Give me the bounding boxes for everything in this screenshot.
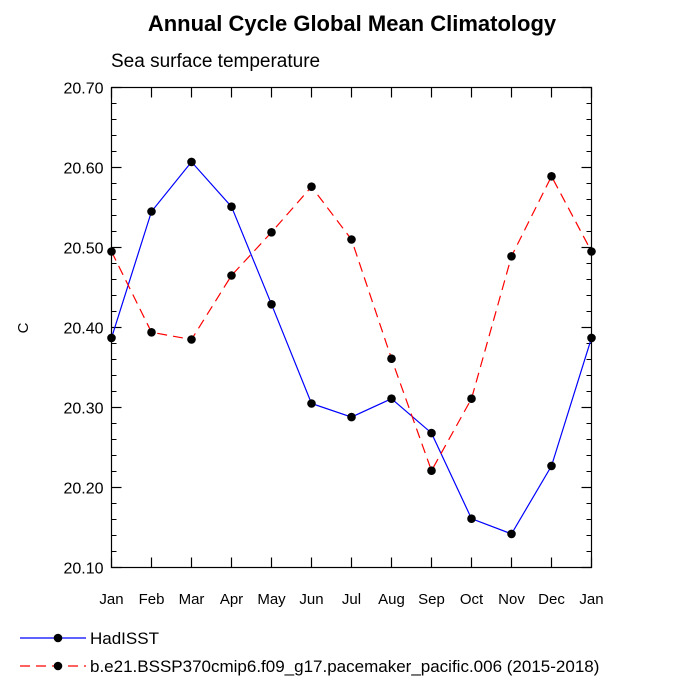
x-tick-label: Nov <box>498 591 525 608</box>
x-tick-label: Sep <box>418 591 445 608</box>
y-tick-label: 20.30 <box>63 401 103 418</box>
x-tick-label: Jul <box>342 591 361 608</box>
chart-subtitle: Sea surface temperature <box>111 51 320 72</box>
series-0-point <box>507 529 516 539</box>
series-1-point <box>387 354 396 364</box>
legend-label-1: b.e21.BSSP370cmip6.f09_g17.pacemaker_pac… <box>90 657 599 676</box>
x-tick-label: Jun <box>299 591 323 608</box>
series-1-point <box>267 228 276 237</box>
legend-marker-0 <box>53 633 63 643</box>
y-tick-label: 20.40 <box>63 321 103 338</box>
x-tick-label: Oct <box>460 591 484 608</box>
x-tick-label: Jan <box>99 591 123 608</box>
series-0-point <box>187 157 196 167</box>
x-tick-label: Feb <box>139 591 165 608</box>
series-0-point <box>427 428 436 438</box>
x-tick-label: Mar <box>179 591 205 608</box>
series-1-point <box>347 235 356 244</box>
x-tick-label: Jan <box>579 591 603 608</box>
series-0-point <box>267 300 276 309</box>
series-1-point <box>547 172 556 181</box>
series-1-point <box>427 466 436 476</box>
series-0-point <box>347 412 356 422</box>
legend-label-0: HadISST <box>90 629 159 648</box>
series-0-point <box>547 461 556 471</box>
x-tick-label: Dec <box>538 591 565 608</box>
y-tick-label: 20.20 <box>63 481 103 498</box>
series-line-0 <box>110 160 593 535</box>
y-tick-label: 20.50 <box>63 241 103 258</box>
series-1-point <box>307 182 316 191</box>
series-1-point <box>467 394 476 404</box>
y-tick-label: 20.60 <box>63 161 103 178</box>
series-0-point <box>387 394 396 404</box>
y-axis-label: C <box>15 322 32 333</box>
x-tick-label: Aug <box>378 591 405 608</box>
y-tick-label: 20.70 <box>63 81 103 98</box>
series-1-point <box>187 335 196 344</box>
series-0-point <box>307 399 316 408</box>
series-line-1 <box>110 174 593 473</box>
series-0-point <box>467 514 476 523</box>
ticks-layer: 20.10 20.20 20.30 20.40 20.50 20.60 20.70 Jan Fe… <box>63 81 603 609</box>
x-tick-label: May <box>257 591 286 608</box>
series-0-point <box>147 207 156 216</box>
y-tick-label: 20.10 <box>63 561 103 578</box>
series-layer <box>107 157 596 539</box>
chart-title: Annual Cycle Global Mean Climatology <box>148 11 557 36</box>
series-0-point <box>227 202 236 211</box>
series-1-point <box>227 271 236 280</box>
series-1-point <box>147 328 156 337</box>
legend: HadISST b.e21.BSSP370cmip6.f09_g17.pacema… <box>20 629 599 676</box>
plot-frame <box>110 86 593 569</box>
legend-marker-1 <box>53 661 63 671</box>
series-1-point <box>507 251 516 261</box>
x-tick-label: Apr <box>220 591 243 608</box>
